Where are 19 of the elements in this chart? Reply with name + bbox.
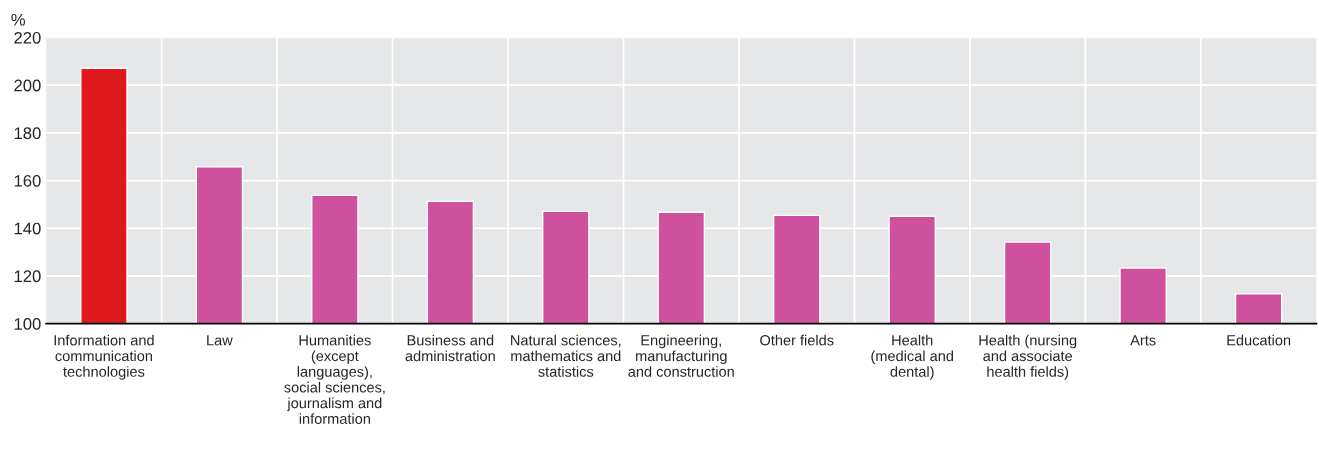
x-tick-label: Health (nursing and associate health fields) <box>979 334 1077 380</box>
x-tick-label: Law <box>207 335 233 346</box>
x-tick-label: Arts <box>1130 335 1156 346</box>
x-tick-label: Humanities (except languages), social sciences, journalism and information <box>284 334 385 424</box>
x-tick-label: Engineering, manufacturing and construction <box>628 334 734 377</box>
y-tick-label: 200 <box>14 79 41 92</box>
y-tick-label: 120 <box>14 270 41 283</box>
x-tick-label: Other fields <box>760 334 834 346</box>
x-tick-label: Information and communication technologies <box>54 334 154 380</box>
y-tick-label: 220 <box>14 31 41 44</box>
x-tick-label: Education <box>1227 334 1291 346</box>
x-tick-label: Natural sciences, mathematics and statistics <box>511 334 621 377</box>
x-tick-label: Health (medical and dental) <box>871 334 954 380</box>
y-tick-label: 140 <box>14 222 41 235</box>
x-tick-label: Business and administration <box>405 334 495 362</box>
y-tick-label: 160 <box>14 174 41 187</box>
y-tick-label: 100 <box>14 318 41 330</box>
y-tick-label: 180 <box>14 127 41 140</box>
y-axis-title: % <box>11 13 26 26</box>
